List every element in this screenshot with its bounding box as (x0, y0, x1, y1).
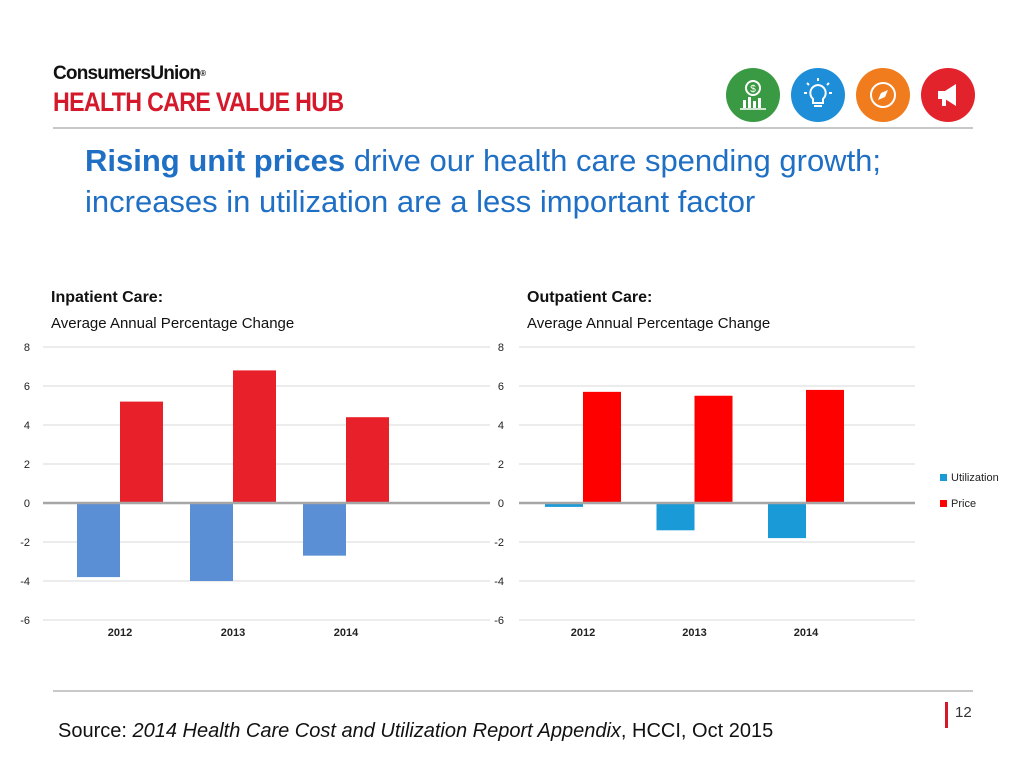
outpatient-y-tick-label: -2 (494, 537, 504, 549)
footer-divider (53, 690, 973, 692)
page-number: 12 (955, 704, 972, 721)
inpatient-y-tick-label: 0 (24, 498, 30, 510)
outpatient-y-tick-label: -4 (494, 576, 504, 588)
inpatient-y-tick-label: 2 (24, 459, 30, 471)
svg-text:$: $ (750, 84, 756, 95)
outpatient-bar-utilization-2014 (768, 503, 806, 539)
outpatient-x-tick-label: 2014 (794, 627, 819, 639)
outpatient-y-tick-label: -6 (494, 615, 504, 627)
outpatient-y-tick-label: 6 (498, 381, 504, 393)
inpatient-chart-label: Inpatient Care: Average Annual Percentag… (51, 287, 294, 335)
title-rest: drive our health care spending growth; i… (85, 143, 882, 219)
outpatient-bar-utilization-2012 (545, 503, 583, 507)
logo-brand-name: ConsumersUnion (53, 63, 201, 84)
inpatient-bar-utilization-2014 (303, 503, 346, 556)
inpatient-bar-utilization-2013 (190, 503, 233, 581)
outpatient-y-tick-label: 4 (498, 420, 504, 432)
outpatient-subheading: Average Annual Percentage Change (527, 315, 771, 332)
legend-swatch-price (940, 500, 947, 507)
outpatient-chart-label: Outpatient Care: Average Annual Percenta… (527, 287, 770, 335)
page-number-accent (945, 702, 948, 728)
outpatient-bar-price-2013 (694, 395, 733, 503)
slide-title: Rising unit prices drive our health care… (85, 140, 965, 222)
inpatient-bar-price-2012 (120, 401, 163, 503)
inpatient-y-tick-label: 6 (24, 381, 30, 393)
title-emphasis: Rising unit prices (85, 143, 346, 178)
money-chart-icon: $ (726, 68, 780, 122)
outpatient-bar-price-2012 (583, 391, 621, 503)
outpatient-y-tick-label: 0 (498, 498, 504, 510)
inpatient-x-tick-label: 2014 (334, 627, 359, 639)
outpatient-y-tick-label: 8 (498, 342, 504, 354)
outpatient-x-tick-label: 2013 (682, 627, 706, 639)
inpatient-y-tick-label: 8 (24, 342, 30, 354)
source-citation: Source: 2014 Health Care Cost and Utiliz… (58, 720, 773, 743)
legend-label-utilization: Utilization (951, 472, 999, 484)
outpatient-bar-price-2014 (806, 389, 844, 503)
value-hub-logo: HEALTH CARE VALUE HUB (53, 87, 344, 117)
inpatient-y-tick-label: -4 (20, 576, 30, 588)
source-prefix: Source: (58, 720, 133, 742)
lightbulb-icon (791, 68, 845, 122)
inpatient-y-tick-label: 4 (24, 420, 30, 432)
inpatient-bar-price-2013 (233, 370, 276, 503)
inpatient-bar-utilization-2012 (77, 503, 120, 578)
legend-label-price: Price (951, 498, 976, 510)
source-title: 2014 Health Care Cost and Utilization Re… (132, 720, 621, 742)
compass-icon (856, 68, 910, 122)
outpatient-bar-utilization-2013 (656, 503, 695, 531)
inpatient-y-tick-label: -2 (20, 537, 30, 549)
inpatient-x-tick-label: 2013 (221, 627, 245, 639)
outpatient-y-tick-label: 2 (498, 459, 504, 471)
inpatient-subheading: Average Annual Percentage Change (51, 315, 295, 332)
legend-swatch-utilization (940, 474, 947, 481)
header-divider (53, 127, 973, 129)
inpatient-heading: Inpatient Care: (51, 289, 164, 306)
inpatient-x-tick-label: 2012 (108, 627, 132, 639)
inpatient-bar-price-2014 (346, 417, 389, 503)
consumers-union-logo: ConsumersUnion® (53, 63, 206, 84)
source-suffix: , HCCI, Oct 2015 (620, 720, 774, 742)
logo-registered-mark: ® (200, 69, 206, 78)
outpatient-x-tick-label: 2012 (571, 627, 595, 639)
megaphone-icon (921, 68, 975, 122)
outpatient-heading: Outpatient Care: (527, 289, 653, 306)
inpatient-y-tick-label: -6 (20, 615, 30, 627)
